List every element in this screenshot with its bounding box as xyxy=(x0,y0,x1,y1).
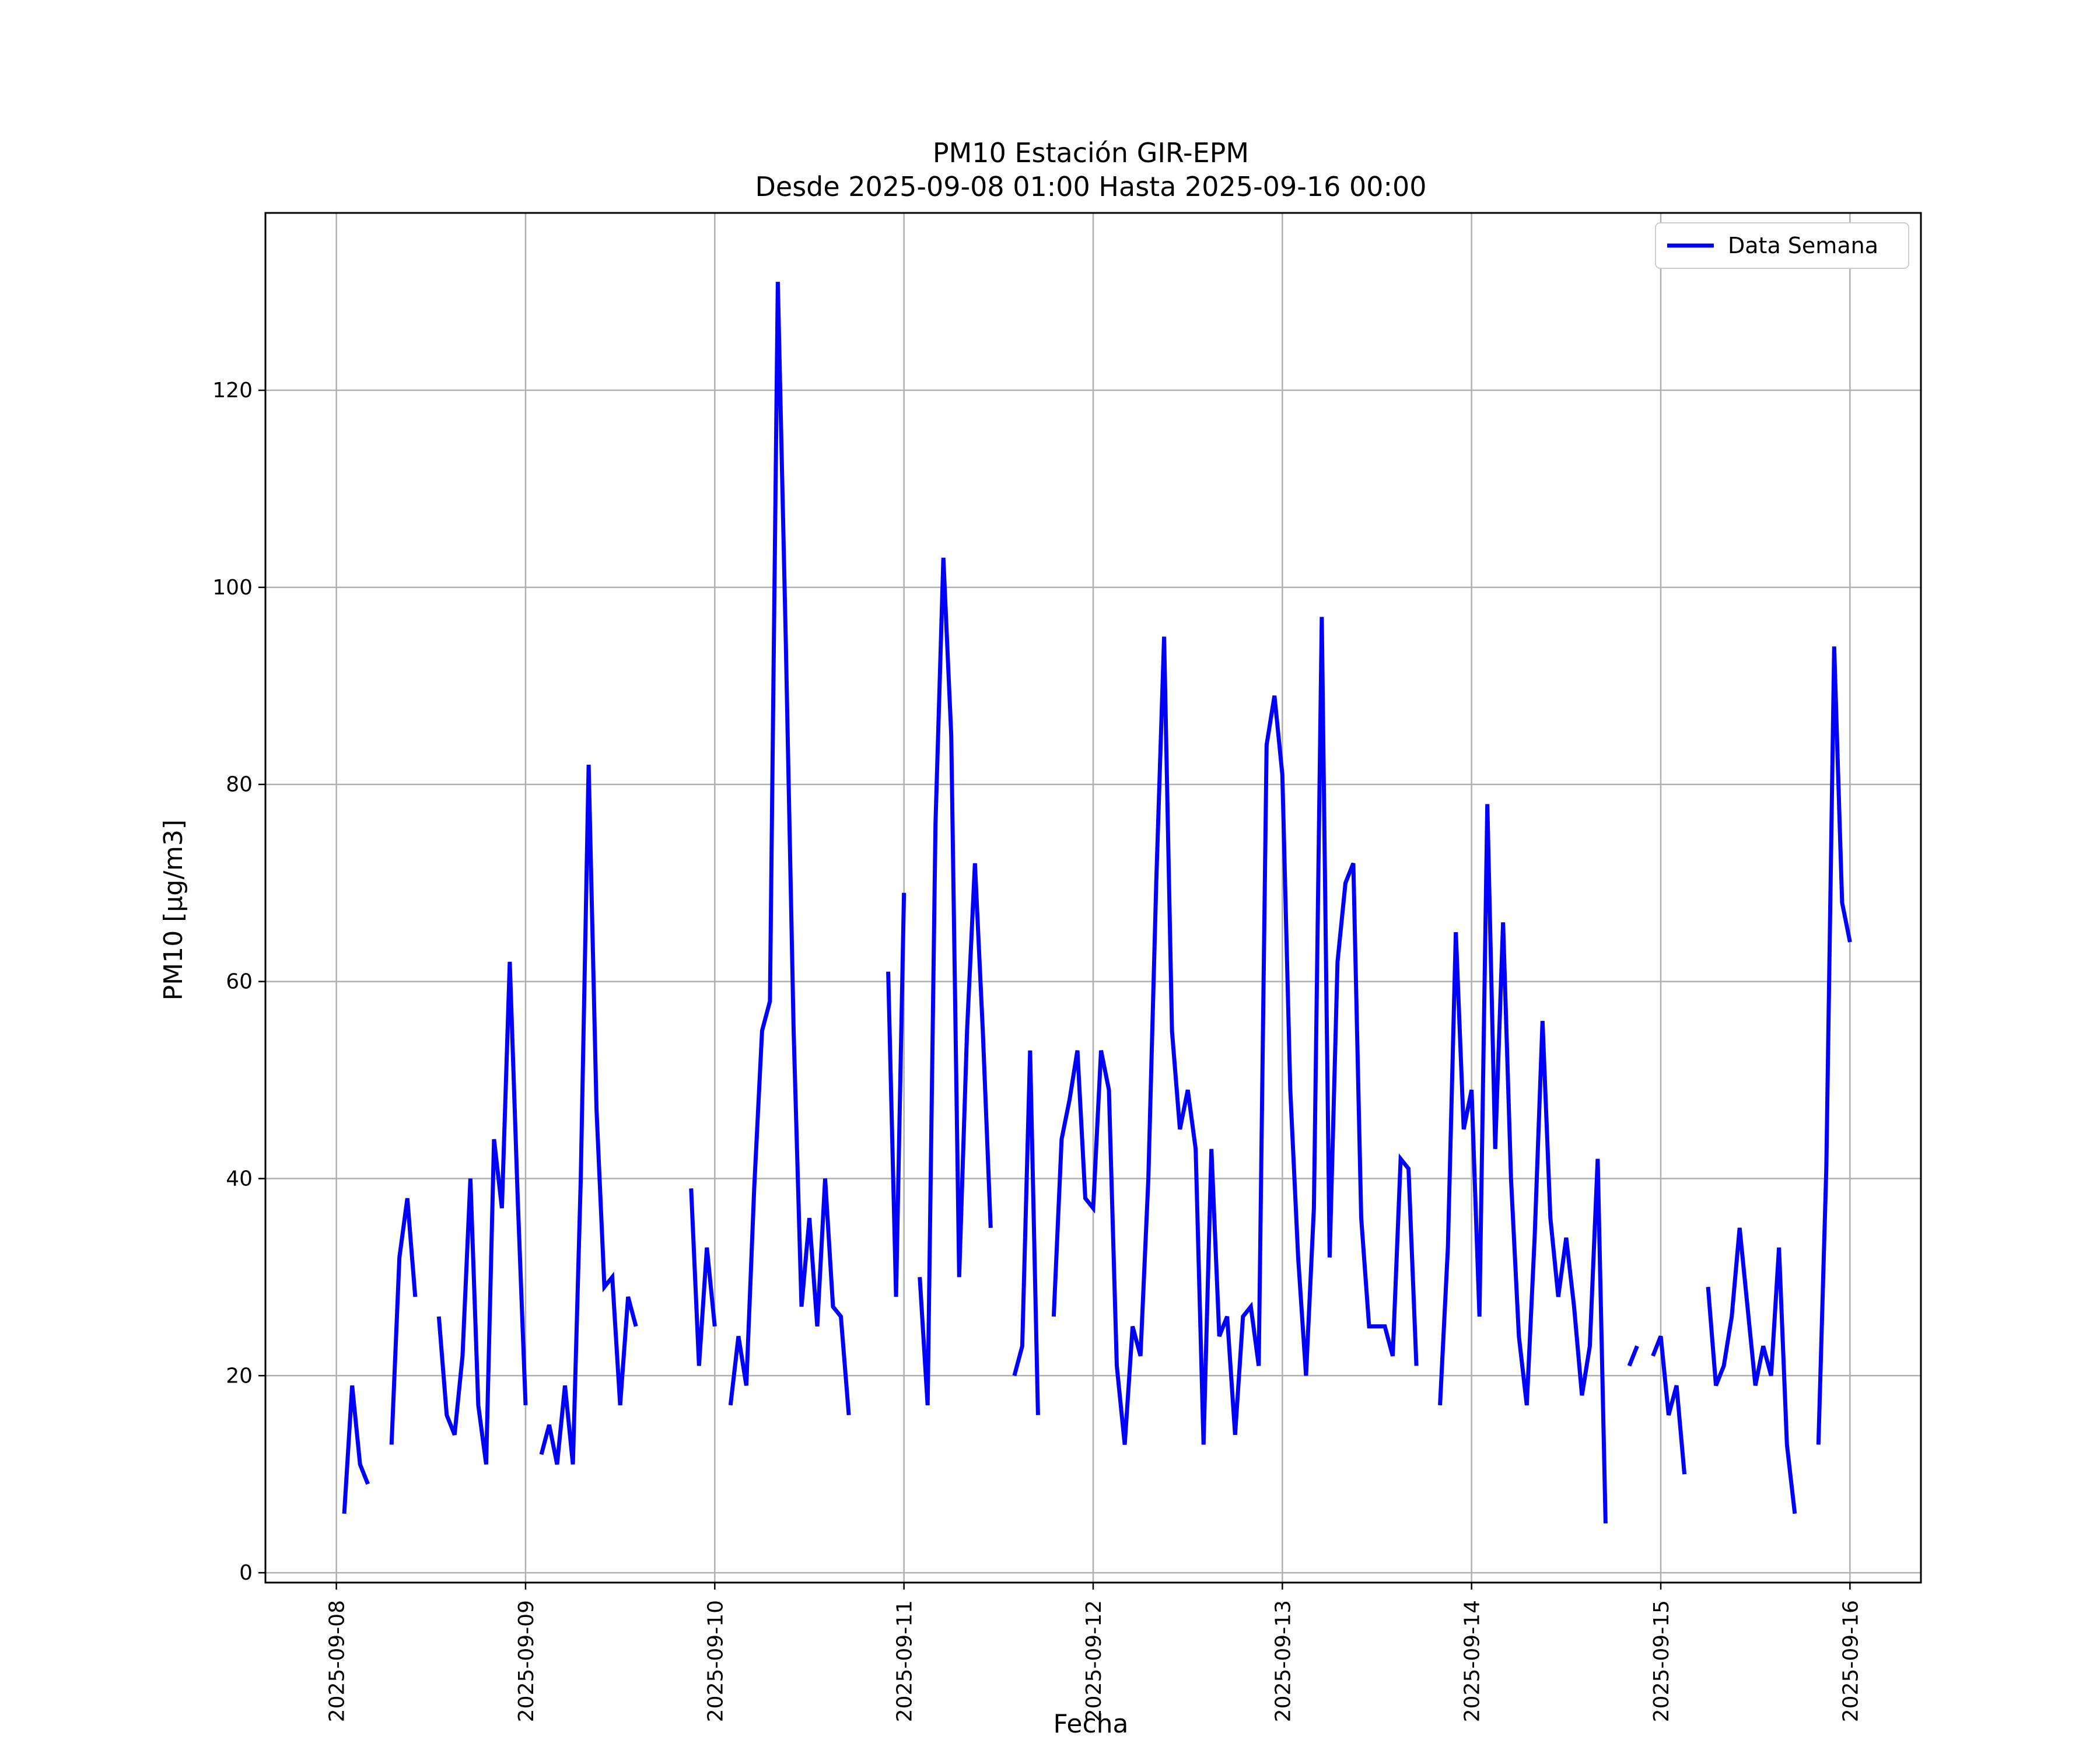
y-tick-label: 40 xyxy=(226,1167,253,1191)
series-line-segment xyxy=(689,1188,717,1366)
series-line-segment xyxy=(389,1198,418,1445)
series-line-segment xyxy=(436,961,528,1465)
axis-ticks: 0 20 40 60 80 100 120 2025-09-08 2025-09-09 2025-… xyxy=(212,379,1863,1722)
x-tick-label: 2025-09-12 xyxy=(1082,1600,1106,1722)
legend: Data Semana xyxy=(1655,222,1909,269)
x-tick-label: 2025-09-13 xyxy=(1271,1600,1295,1722)
y-tick-label: 100 xyxy=(212,576,253,600)
y-tick-label: 20 xyxy=(226,1364,253,1388)
x-tick-label: 2025-09-09 xyxy=(514,1600,538,1722)
series-line-segment xyxy=(1651,1335,1687,1475)
series-line-segment xyxy=(539,764,638,1465)
y-tick-label: 60 xyxy=(226,970,253,994)
series-line-segment xyxy=(886,892,907,1297)
x-tick-label: 2025-09-14 xyxy=(1461,1600,1485,1722)
series-line-segment xyxy=(1051,617,1419,1445)
x-axis-title: Fecha xyxy=(1053,1709,1128,1739)
chart-subtitle: Desde 2025-09-08 01:00 Hasta 2025-09-16 … xyxy=(755,171,1426,202)
series-line-segment xyxy=(342,1385,370,1514)
series-line-segment xyxy=(1627,1345,1639,1367)
series-line-segment xyxy=(918,558,993,1406)
series-line-segment xyxy=(1816,646,1852,1445)
data-lines xyxy=(342,282,1852,1524)
x-tick-label: 2025-09-16 xyxy=(1839,1600,1863,1722)
y-axis-title: PM10 [μg/m3] xyxy=(159,820,188,1000)
y-tick-label: 120 xyxy=(212,379,253,402)
x-tick-label: 2025-09-11 xyxy=(893,1600,917,1722)
y-tick-label: 80 xyxy=(226,773,253,797)
series-line-segment xyxy=(1706,1227,1797,1514)
series-line-segment xyxy=(1012,1050,1040,1415)
legend-box xyxy=(1655,222,1909,269)
series-line-segment xyxy=(1438,804,1608,1524)
legend-label: Data Semana xyxy=(1728,233,1878,258)
series-line-segment xyxy=(728,282,851,1416)
x-tick-label: 2025-09-08 xyxy=(326,1600,349,1722)
x-tick-label: 2025-09-15 xyxy=(1650,1600,1674,1722)
x-tick-label: 2025-09-10 xyxy=(704,1600,727,1722)
y-tick-label: 0 xyxy=(239,1561,253,1585)
chart-title: PM10 Estación GIR-EPM xyxy=(933,137,1249,169)
